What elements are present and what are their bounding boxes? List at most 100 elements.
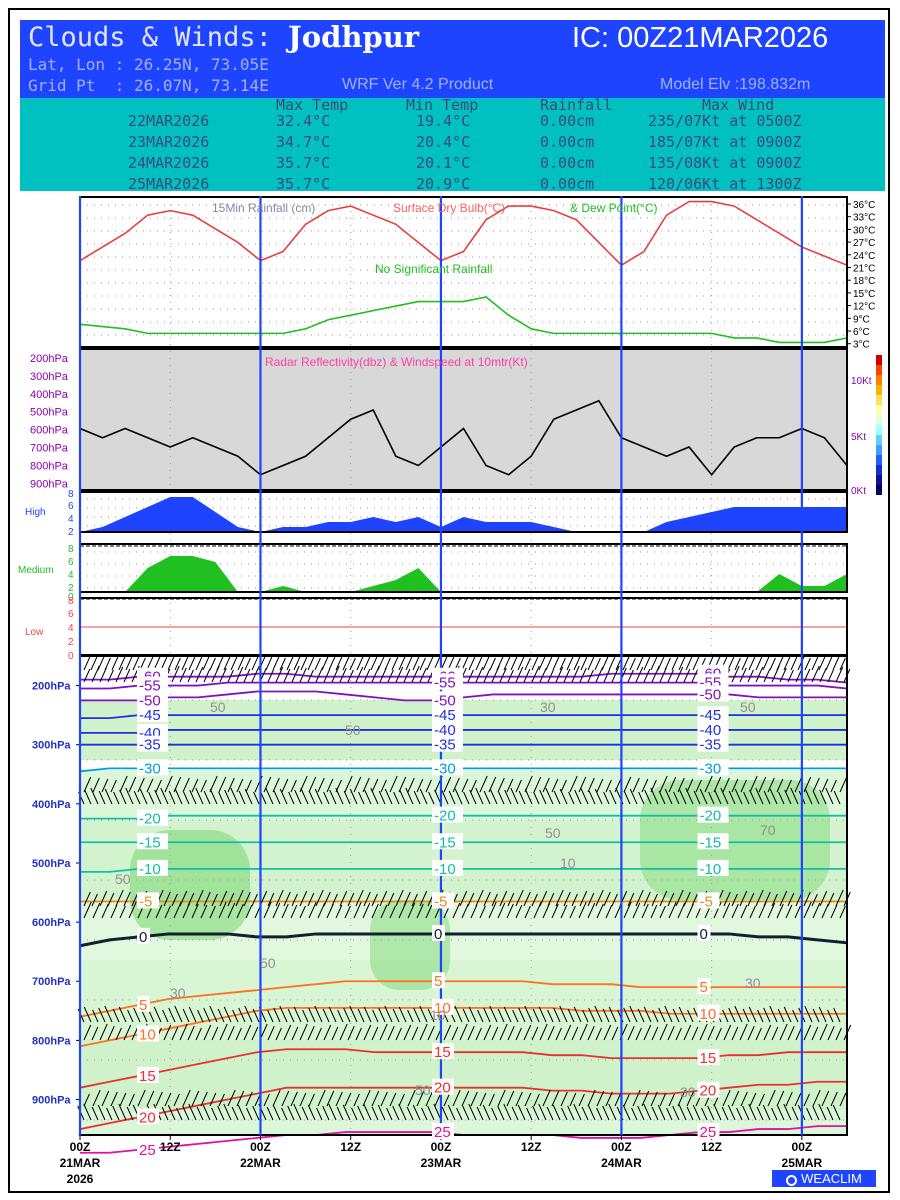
wind-barb	[811, 1026, 819, 1041]
wind-barb	[167, 654, 176, 671]
wind-barb	[731, 903, 739, 919]
wind-barb	[107, 669, 114, 683]
wind-barb	[503, 1006, 512, 1023]
wind-barb	[602, 1105, 610, 1121]
wind-barb	[668, 1093, 675, 1107]
wind-barb	[736, 1107, 743, 1121]
wind-barb	[812, 1089, 821, 1107]
wind-barb	[123, 1024, 132, 1041]
isotherm-label: -5	[139, 893, 152, 910]
temp-tick-label: 36°C	[853, 200, 875, 211]
wind-barb	[395, 889, 404, 907]
wind-barb	[91, 1106, 99, 1121]
wind-barb	[90, 656, 98, 671]
wind-barb	[307, 654, 316, 671]
hour-tick-label: 00Z	[792, 1140, 813, 1154]
colorbar-cell	[876, 355, 882, 365]
wind-barb	[160, 787, 169, 805]
wind-barb	[560, 1091, 568, 1107]
wind-barb	[635, 666, 644, 683]
wind-barb	[721, 1106, 729, 1121]
wind-barb	[391, 655, 399, 671]
isotherm-label: -30	[139, 760, 161, 777]
wind-barb	[650, 1091, 658, 1107]
wind-barb	[133, 1007, 141, 1023]
wind-barb	[489, 657, 496, 671]
humidity-label: 50	[345, 722, 361, 738]
wind-barb	[459, 1023, 468, 1041]
isotherm-label: 0	[700, 926, 708, 943]
wind-barb	[784, 789, 792, 805]
wind-barb	[308, 1093, 315, 1107]
wind-barb	[666, 1107, 673, 1121]
wind-barb	[827, 1025, 835, 1041]
wind-barb	[191, 903, 199, 919]
colorbar-cell	[876, 475, 882, 485]
wind-barb	[659, 905, 666, 919]
wind-barb	[741, 655, 749, 671]
colorbar-cell	[876, 405, 882, 415]
wind-barb	[695, 779, 702, 793]
wind-barb	[622, 1104, 631, 1121]
temp-tick-label: 6°C	[853, 327, 870, 338]
isotherm-label: -15	[434, 834, 456, 851]
wind-barb	[443, 776, 452, 793]
wind-barb	[727, 1104, 736, 1121]
wind-barb	[651, 1106, 659, 1121]
pressure-label: 800hPa	[30, 460, 69, 472]
wind-barb	[507, 669, 514, 683]
wind-barb	[553, 790, 561, 805]
wind-barb	[211, 665, 220, 683]
wind-barb	[643, 1024, 652, 1041]
wind-barb	[632, 902, 641, 919]
wind-barb	[275, 889, 284, 907]
cloud-panel-label: Medium	[18, 565, 54, 576]
wind-barb	[92, 1089, 101, 1107]
wind-barb	[573, 1103, 582, 1121]
colorbar-cell	[876, 385, 882, 395]
wind-barb	[83, 668, 91, 683]
summary-rainfall: 0.00cm	[540, 154, 595, 172]
wind-barb	[238, 790, 246, 805]
hour-tick-label: 00Z	[70, 1140, 91, 1154]
wind-barb	[195, 666, 204, 683]
wind-barb	[245, 779, 252, 793]
wind-barb	[386, 1107, 393, 1121]
wind-barb	[636, 655, 644, 671]
wind-barb	[293, 1006, 302, 1023]
wind-barb	[582, 1009, 589, 1023]
wind-barb	[362, 777, 370, 793]
wind-barb	[336, 1106, 344, 1121]
wind-barb	[448, 790, 456, 805]
wind-barb	[243, 668, 251, 683]
wind-barb	[419, 667, 427, 683]
wind-barb	[722, 777, 730, 793]
wind-barb	[364, 789, 372, 805]
wind-barb	[510, 656, 518, 671]
col-header-max-temp: Max Temp	[276, 96, 349, 114]
year-label: 2026	[67, 1172, 94, 1186]
wind-barb	[363, 1103, 372, 1121]
wind-barb	[771, 1026, 779, 1041]
wind-barb	[785, 779, 792, 793]
wind-barb	[686, 1106, 694, 1121]
wind-barb	[611, 665, 620, 683]
wind-barb	[419, 657, 426, 671]
cloud-tick-label: 2	[68, 637, 74, 648]
wind-barb	[217, 1008, 225, 1023]
wind-barb	[479, 905, 486, 919]
wind-barb	[287, 1008, 295, 1023]
cloud-panel-label: Low	[25, 627, 44, 638]
wind-barb	[462, 1105, 470, 1121]
wind-barb	[154, 789, 162, 805]
temp-tick-label: 9°C	[853, 314, 870, 325]
wind-barb	[384, 788, 393, 805]
wind-barb	[203, 668, 211, 683]
wind-barb	[504, 789, 512, 805]
wind-barb	[299, 1092, 307, 1107]
wind-barb	[629, 788, 638, 805]
wind-barb	[488, 901, 497, 919]
wind-barb	[635, 1027, 642, 1041]
isotherm-label-bg	[432, 972, 445, 989]
wind-barb	[497, 777, 505, 793]
